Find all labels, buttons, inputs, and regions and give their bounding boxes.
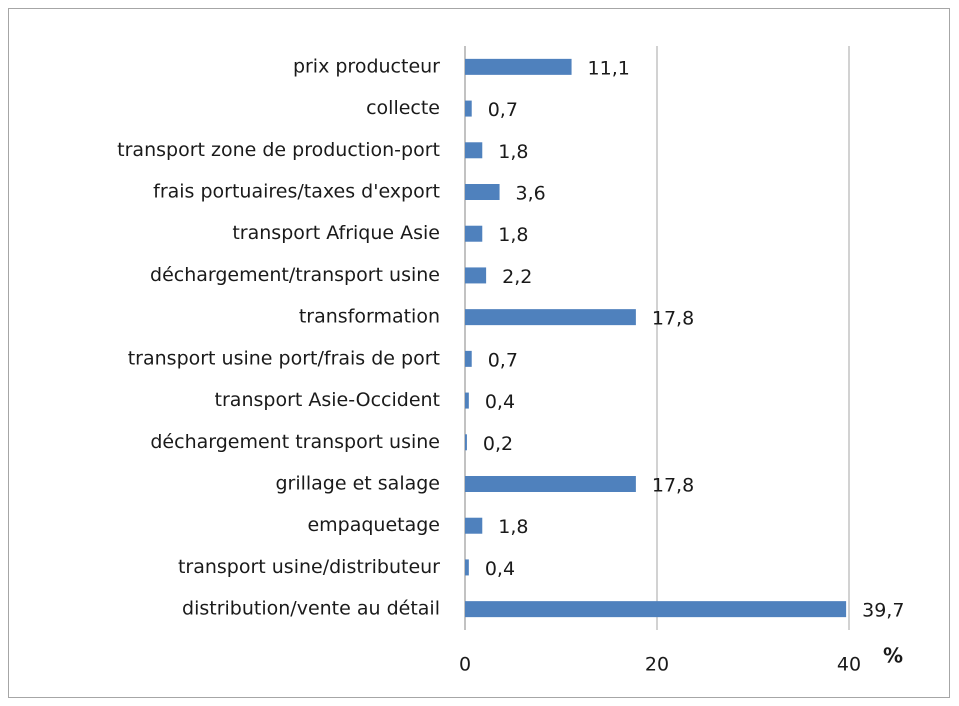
- value-label: 17,8: [652, 308, 694, 330]
- x-tick-label: 20: [645, 654, 669, 676]
- bar: [465, 142, 483, 159]
- bar: [465, 434, 467, 451]
- y-tick-label: distribution/vente au détail: [182, 598, 440, 620]
- bar: [465, 184, 500, 200]
- value-label: 0,2: [483, 433, 513, 455]
- value-label: 11,1: [588, 57, 630, 79]
- bar: [465, 267, 487, 284]
- bar: [465, 58, 572, 75]
- bar: [465, 476, 636, 492]
- y-tick-label: empaquetage: [307, 514, 440, 536]
- value-label: 1,8: [498, 516, 528, 538]
- bar: [465, 559, 469, 576]
- bar: [465, 601, 847, 618]
- value-label: 0,4: [485, 391, 515, 413]
- value-label: 0,7: [488, 99, 518, 121]
- value-label: 0,4: [485, 558, 515, 580]
- bar: [465, 392, 469, 409]
- y-tick-label: grillage et salage: [275, 473, 440, 495]
- y-tick-label: frais portuaires/taxes d'export: [153, 181, 440, 203]
- y-tick-label: transport usine port/frais de port: [128, 347, 440, 369]
- x-tick-label: 40: [837, 654, 861, 676]
- y-tick-label: prix producteur: [293, 55, 440, 77]
- y-tick-label: collecte: [366, 97, 440, 119]
- y-tick-label: déchargement/transport usine: [150, 264, 440, 286]
- y-tick-label: transport zone de production-port: [117, 139, 440, 161]
- y-tick-label: déchargement transport usine: [150, 431, 440, 453]
- value-label: 1,8: [498, 224, 528, 246]
- bar: [465, 517, 483, 534]
- bar: [465, 225, 483, 242]
- value-label: 2,2: [502, 266, 532, 288]
- value-label: 0,7: [488, 349, 518, 371]
- y-tick-label: transport usine/distributeur: [178, 556, 440, 578]
- bar: [465, 100, 472, 117]
- value-label: 3,6: [516, 183, 546, 205]
- bar: [465, 309, 636, 326]
- x-axis-label: %: [883, 644, 903, 668]
- chart-frame: [8, 8, 950, 698]
- value-label: 1,8: [498, 141, 528, 163]
- value-label: 17,8: [652, 475, 694, 497]
- y-tick-label: transport Afrique Asie: [232, 222, 440, 244]
- value-label: 39,7: [862, 600, 904, 622]
- x-tick-label: 0: [459, 654, 471, 676]
- y-tick-label: transformation: [299, 306, 440, 328]
- bar: [465, 350, 472, 367]
- y-tick-label: transport Asie-Occident: [215, 389, 440, 411]
